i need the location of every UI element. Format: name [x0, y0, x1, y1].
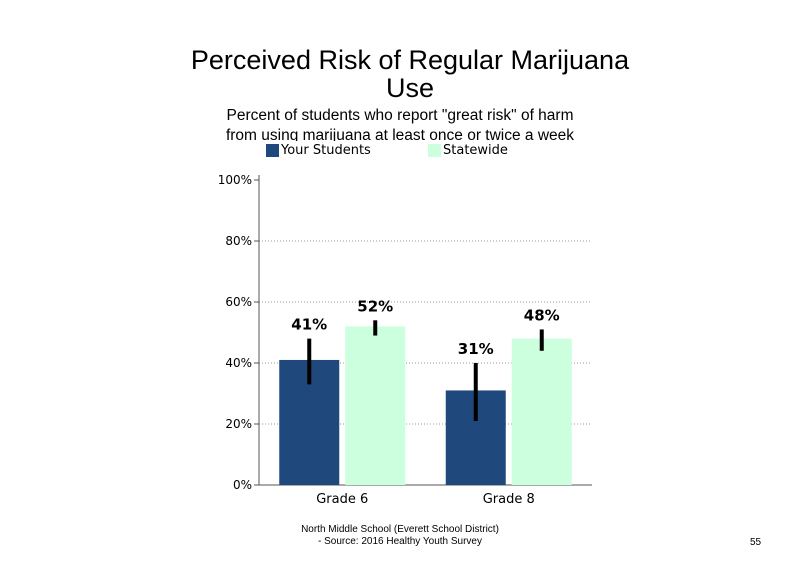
footer-source: - Source: 2016 Healthy Youth Survey	[318, 536, 482, 547]
data-label-your-students-grade-8: 31%	[458, 340, 494, 358]
y-tick-label-80: 80%	[225, 234, 252, 248]
y-tick-label-40: 40%	[225, 356, 252, 370]
y-tick-label-0: 0%	[233, 478, 252, 492]
y-tick-label-20: 20%	[225, 417, 252, 431]
footer-school: North Middle School (Everett School Dist…	[301, 524, 499, 535]
chart-title-line-2: Use	[385, 73, 434, 103]
chart-title: Perceived Risk of Regular Marijuana Use	[150, 46, 670, 102]
y-tick-label-60: 60%	[225, 295, 252, 309]
chart-subtitle: Percent of students who report "great ri…	[180, 106, 620, 142]
bar-statewide-grade-8	[511, 338, 572, 485]
legend-swatch-your-students	[266, 143, 279, 157]
chart-title-line-1: Perceived Risk of Regular Marijuana	[190, 45, 630, 75]
chart-legend: Your Students Statewide	[266, 141, 596, 159]
legend-label-statewide: Statewide	[443, 142, 508, 158]
y-tick-label-100: 100%	[218, 173, 252, 187]
legend-item-your-students: Your Students	[266, 141, 371, 159]
data-label-statewide-grade-8: 48%	[524, 306, 560, 324]
data-label-statewide-grade-6: 52%	[357, 297, 393, 315]
x-tick-label-grade-8: Grade 8	[483, 492, 535, 507]
bar-statewide-grade-6	[345, 326, 406, 485]
legend-swatch-statewide	[428, 143, 441, 157]
data-label-your-students-grade-6: 41%	[291, 316, 327, 334]
legend-label-your-students: Your Students	[281, 142, 371, 158]
chart-subtitle-line-1: Percent of students who report "great ri…	[226, 107, 574, 124]
chart-subtitle-line-2: from using marijuana at least once or tw…	[225, 127, 575, 142]
page-number: 55	[750, 537, 762, 548]
legend-item-statewide: Statewide	[428, 141, 508, 159]
x-tick-label-grade-6: Grade 6	[316, 492, 368, 507]
source-footer: North Middle School (Everett School Dist…	[250, 524, 550, 548]
